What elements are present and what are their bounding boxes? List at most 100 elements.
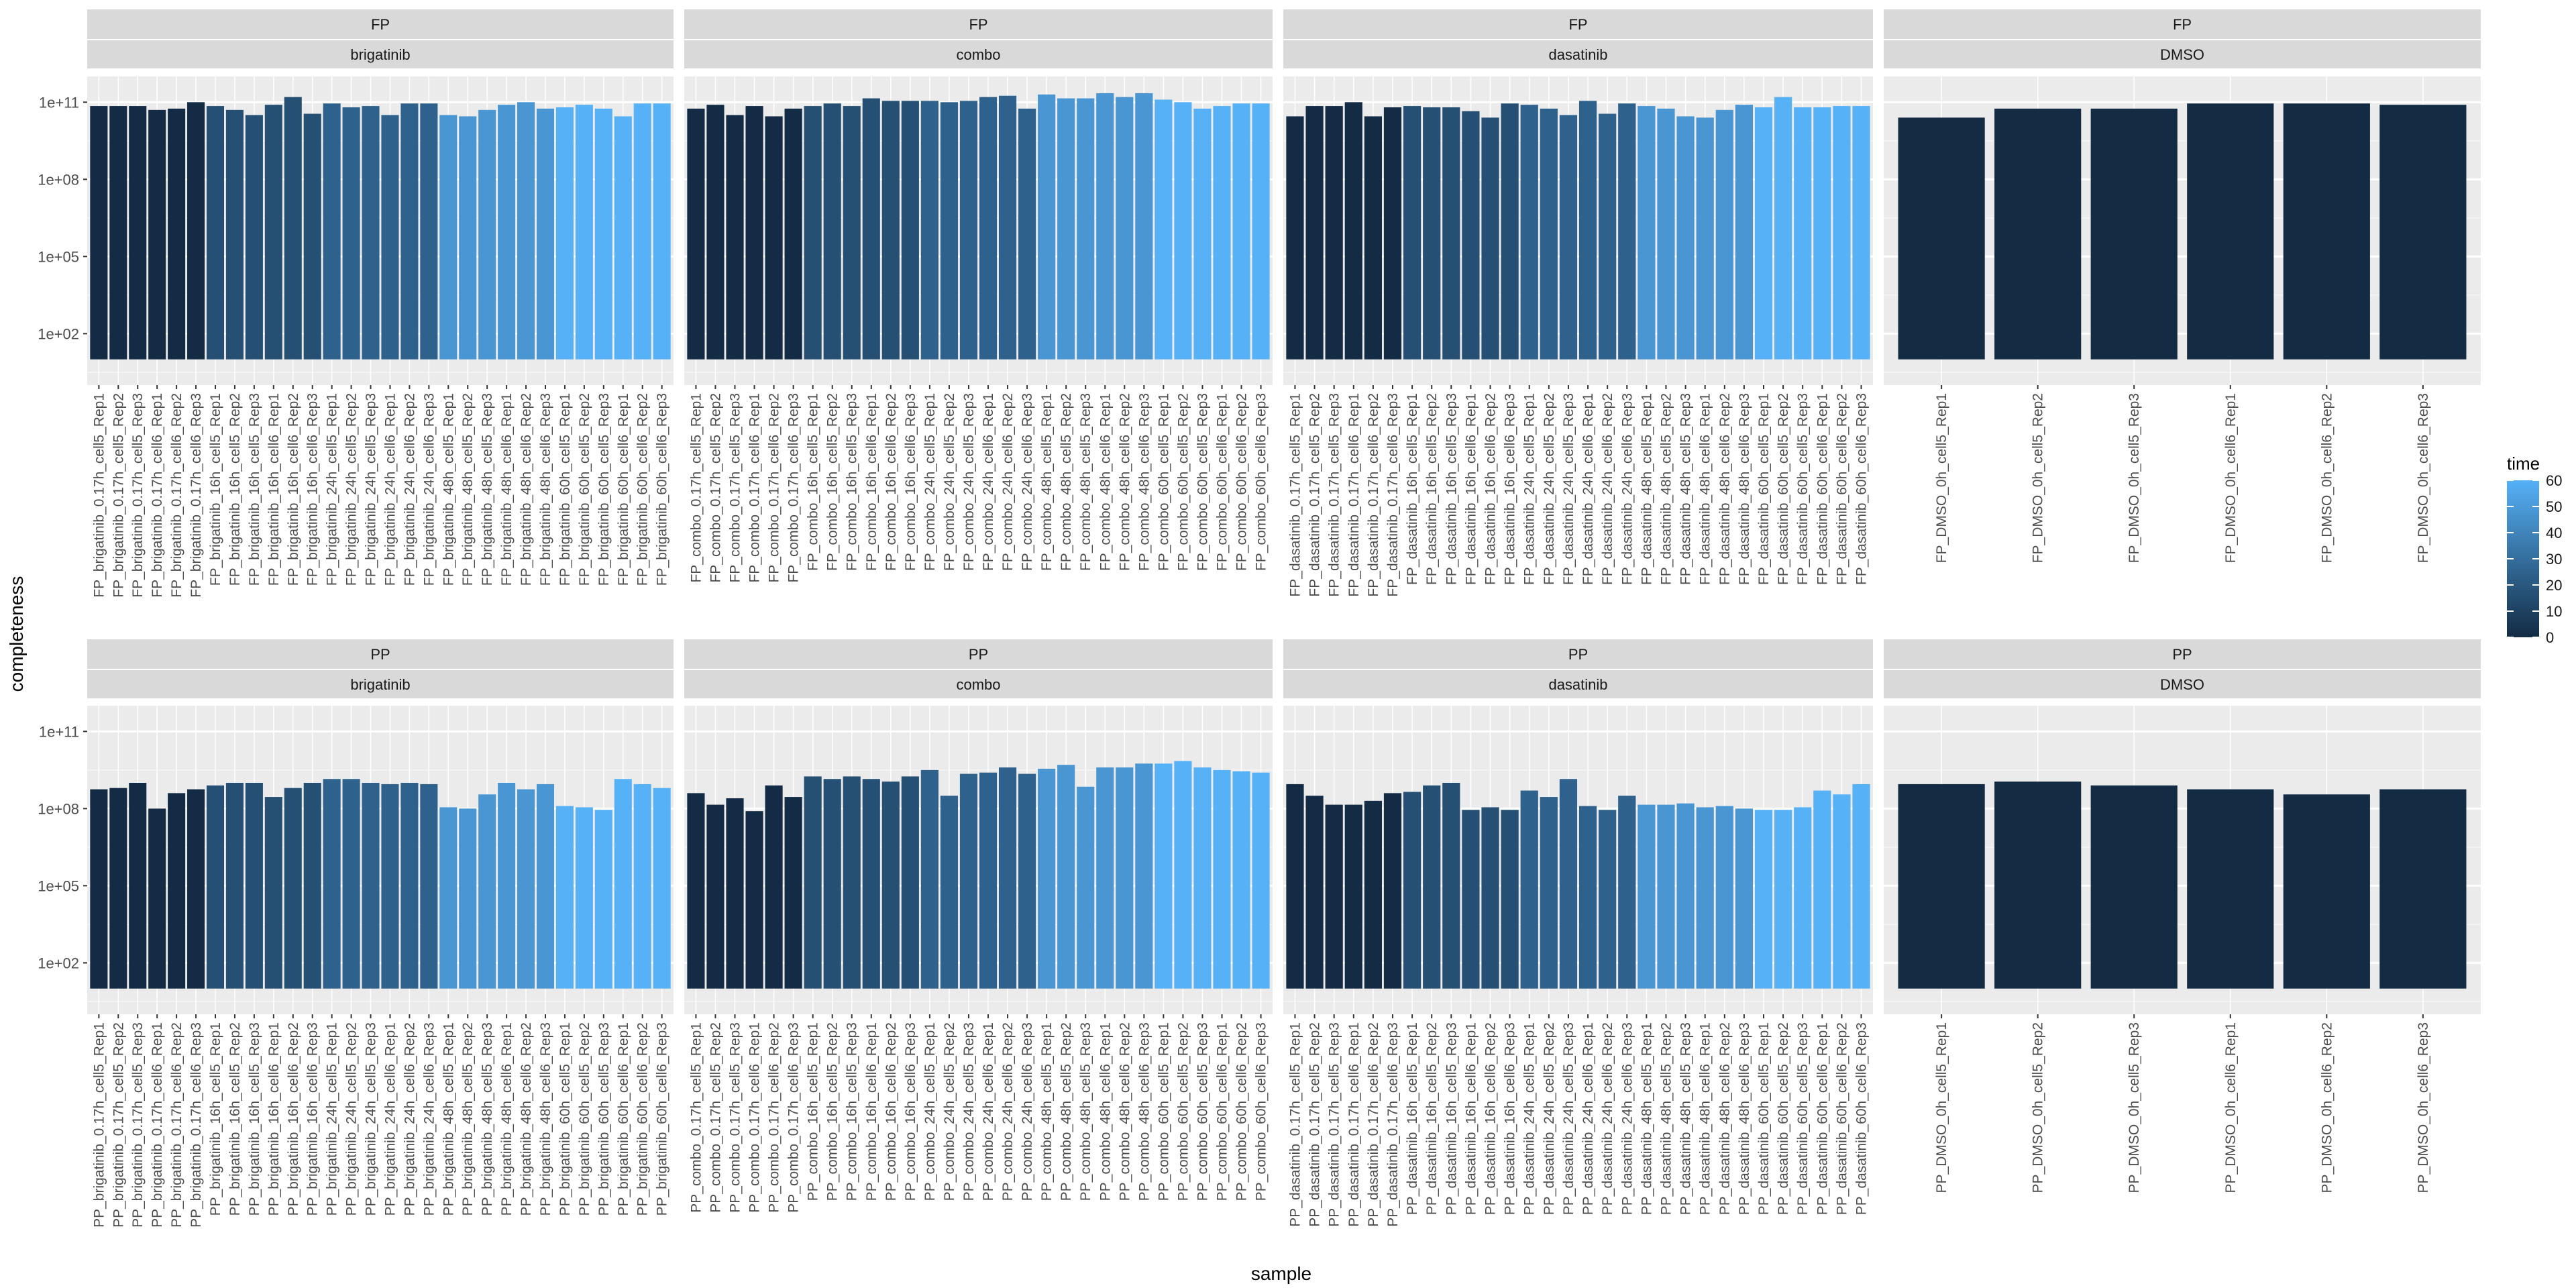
bar <box>1540 108 1558 360</box>
bar <box>1077 786 1095 989</box>
bar <box>1833 794 1851 989</box>
bar <box>90 789 108 989</box>
x-tick-label: PP_brigatinib_48h_cell6_Rep1 <box>499 1022 515 1216</box>
bar <box>1305 796 1324 989</box>
x-tick-label: FP_brigatinib_24h_cell6_Rep3 <box>421 393 437 586</box>
strip-row <box>87 9 674 39</box>
legend-title: time <box>2507 453 2540 474</box>
strip-row-label: PP <box>969 646 988 663</box>
x-tick-label: FP_DMSO_0h_cell6_Rep2 <box>2319 393 2334 563</box>
x-tick-label: FP_combo_24h_cell5_Rep3 <box>961 393 977 571</box>
y-tick-label: 1e+05 <box>38 877 79 894</box>
bar <box>225 109 244 360</box>
legend-tick-label: 50 <box>2546 498 2562 515</box>
x-tick-label: FP_brigatinib_24h_cell5_Rep3 <box>364 393 379 586</box>
x-tick-label: PP_dasatinib_48h_cell6_Rep3 <box>1737 1022 1752 1215</box>
x-tick-label: FP_combo_16h_cell5_Rep1 <box>806 393 821 571</box>
bar <box>1018 108 1036 360</box>
y-tick-label: 1e+08 <box>38 800 79 817</box>
x-tick-label: FP_combo_24h_cell6_Rep1 <box>981 393 996 571</box>
bar <box>1599 810 1617 989</box>
x-tick-label: FP_dasatinib_24h_cell5_Rep3 <box>1561 393 1576 585</box>
x-tick-label: FP_dasatinib_0.17h_cell5_Rep2 <box>1307 393 1323 597</box>
bar <box>881 782 900 989</box>
x-tick-label: FP_combo_0.17h_cell6_Rep1 <box>747 393 763 583</box>
x-tick-label: FP_dasatinib_24h_cell5_Rep2 <box>1542 393 1557 585</box>
bar <box>148 808 166 989</box>
bar <box>1794 107 1812 360</box>
bar <box>979 772 998 989</box>
x-tick-label: FP_dasatinib_60h_cell5_Rep2 <box>1776 393 1791 585</box>
x-tick-label: PP_combo_16h_cell5_Rep1 <box>806 1022 821 1201</box>
x-tick-label: PP_DMSO_0h_cell6_Rep1 <box>2223 1022 2239 1193</box>
x-tick-label: FP_dasatinib_16h_cell6_Rep3 <box>1503 393 1518 585</box>
x-tick-label: FP_dasatinib_0.17h_cell6_Rep2 <box>1366 393 1381 597</box>
x-tick-label: FP_dasatinib_0.17h_cell5_Rep1 <box>1287 393 1303 597</box>
x-tick-label: PP_dasatinib_60h_cell6_Rep2 <box>1834 1022 1849 1215</box>
y-tick-label: 1e+05 <box>38 248 79 265</box>
bar <box>959 773 978 989</box>
x-tick-label: FP_brigatinib_24h_cell6_Rep1 <box>382 393 398 586</box>
x-tick-label: PP_dasatinib_48h_cell5_Rep1 <box>1639 1022 1654 1215</box>
bar <box>459 808 477 989</box>
x-tick-label: PP_combo_24h_cell5_Rep3 <box>961 1022 977 1201</box>
y-axis-title: completeness <box>6 576 27 692</box>
bar <box>517 102 535 360</box>
x-tick-label: PP_dasatinib_0.17h_cell6_Rep3 <box>1385 1022 1401 1227</box>
bar <box>109 106 127 360</box>
x-tick-label: FP_combo_48h_cell6_Rep2 <box>1117 393 1132 571</box>
bar <box>1898 117 1985 360</box>
bar <box>1038 94 1056 360</box>
x-tick-label: PP_dasatinib_0.17h_cell6_Rep1 <box>1346 1022 1362 1227</box>
panel-PP-DMSO: PP DMSO PP_DMSO_0h_cell5_Rep1 PP_DMSO_0h_ce… <box>1884 639 2481 1193</box>
x-tick-label: PP_dasatinib_16h_cell6_Rep1 <box>1463 1022 1479 1215</box>
legend-tick-label: 30 <box>2546 551 2562 568</box>
x-tick-label: PP_brigatinib_60h_cell5_Rep1 <box>557 1022 573 1216</box>
x-tick-label: FP_combo_0.17h_cell6_Rep3 <box>786 393 802 583</box>
x-tick-label: FP_DMSO_0h_cell6_Rep3 <box>2416 393 2431 563</box>
x-tick-label: PP_combo_16h_cell5_Rep2 <box>825 1022 841 1201</box>
bar <box>439 807 458 989</box>
y-tick-label: 1e+11 <box>39 723 79 740</box>
bar <box>1193 108 1212 360</box>
legend-tick-label: 40 <box>2546 525 2562 541</box>
bar <box>881 101 900 360</box>
x-tick-label: FP_dasatinib_24h_cell6_Rep1 <box>1580 393 1596 585</box>
x-tick-label: PP_dasatinib_48h_cell5_Rep3 <box>1678 1022 1694 1215</box>
panel-FP-DMSO: FP DMSO FP_DMSO_0h_cell5_Rep1 FP_DMSO_0h_ce… <box>1884 9 2481 563</box>
x-tick-label: PP_dasatinib_24h_cell6_Rep2 <box>1600 1022 1615 1215</box>
y-tick-label: 1e+02 <box>38 325 79 342</box>
bar <box>726 115 744 360</box>
panel-FP-combo: FP combo FP_combo_0.17h_cell5_Rep1 FP_combo… <box>684 9 1273 583</box>
panel-PP-brigatinib: PP brigatinib 1e+02 1e+05 1e+08 1e+11 PP_briga… <box>38 639 674 1228</box>
x-tick-label: FP_brigatinib_24h_cell5_Rep2 <box>344 393 360 586</box>
x-tick-label: FP_brigatinib_48h_cell5_Rep2 <box>460 393 476 586</box>
bar <box>264 105 282 360</box>
x-tick-label: FP_combo_16h_cell5_Rep3 <box>845 393 860 571</box>
x-tick-label: PP_brigatinib_16h_cell6_Rep1 <box>266 1022 282 1216</box>
x-tick-label: PP_DMSO_0h_cell5_Rep3 <box>2127 1022 2142 1193</box>
x-tick-label: FP_dasatinib_16h_cell6_Rep2 <box>1483 393 1499 585</box>
bar <box>245 115 263 360</box>
x-tick-label: PP_dasatinib_0.17h_cell6_Rep2 <box>1366 1022 1381 1227</box>
x-tick-label: FP_brigatinib_24h_cell5_Rep1 <box>325 393 340 586</box>
x-tick-label: PP_combo_48h_cell5_Rep1 <box>1039 1022 1055 1201</box>
x-tick-label: FP_combo_48h_cell5_Rep1 <box>1039 393 1055 571</box>
bar <box>1038 768 1056 989</box>
x-tick-label: FP_combo_48h_cell5_Rep2 <box>1059 393 1074 571</box>
bar <box>1305 106 1324 360</box>
strip-row <box>1884 639 2481 669</box>
x-tick-label: FP_combo_16h_cell5_Rep2 <box>825 393 841 571</box>
bar <box>1774 97 1792 360</box>
bar <box>653 788 671 989</box>
x-tick-label: FP_combo_24h_cell5_Rep1 <box>922 393 938 571</box>
bar <box>1898 784 1985 989</box>
x-tick-label: FP_brigatinib_16h_cell6_Rep3 <box>305 393 321 586</box>
x-tick-label: PP_combo_60h_cell5_Rep3 <box>1195 1022 1210 1201</box>
x-tick-label: PP_dasatinib_0.17h_cell5_Rep1 <box>1287 1022 1303 1227</box>
bar <box>400 103 419 360</box>
x-tick-label: PP_brigatinib_0.17h_cell5_Rep2 <box>111 1022 126 1228</box>
x-tick-label: FP_brigatinib_48h_cell5_Rep1 <box>441 393 456 586</box>
bar <box>1638 106 1656 360</box>
x-tick-label: FP_dasatinib_24h_cell5_Rep1 <box>1522 393 1538 585</box>
